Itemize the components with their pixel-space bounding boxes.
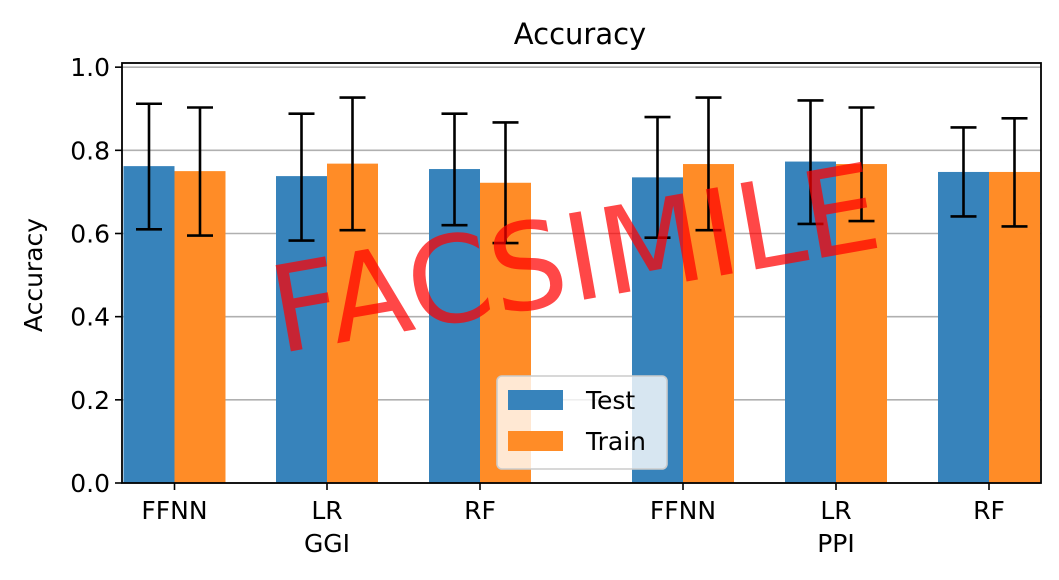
y-tick-label: 0.2 [70, 386, 110, 415]
x-group-label: PPI [817, 529, 855, 558]
y-tick-label: 1.0 [70, 53, 110, 82]
x-group-label: GGI [304, 529, 350, 558]
x-tick-label: RF [464, 496, 496, 525]
tick-labels: 0.0 0.2 0.4 0.6 0.8 1.0 FFNN LR RF FFNN LR RF GGI PPI [70, 53, 1005, 558]
x-tick-label: FFNN [141, 496, 207, 525]
x-tick-label: FFNN [650, 496, 716, 525]
legend: Test Train [496, 375, 668, 470]
bar-test [938, 171, 989, 483]
y-tick-label: 0.8 [70, 136, 110, 165]
error-bars [136, 96, 1028, 245]
x-tick-label: LR [311, 496, 342, 525]
x-tick-label: RF [973, 496, 1005, 525]
legend-swatch-train [508, 431, 563, 451]
y-tick-label: 0.4 [70, 303, 110, 332]
y-tick-label: 0.0 [70, 469, 110, 498]
x-tick-label: LR [820, 496, 851, 525]
legend-swatch-test [508, 390, 563, 410]
y-tick-label: 0.6 [70, 219, 110, 248]
axes [115, 62, 1042, 490]
plot-frame [121, 62, 1042, 484]
legend-label-train: Train [585, 427, 646, 456]
chart-title: Accuracy [514, 17, 646, 51]
y-axis-label: Accuracy [19, 218, 48, 332]
legend-label-test: Test [585, 386, 635, 415]
